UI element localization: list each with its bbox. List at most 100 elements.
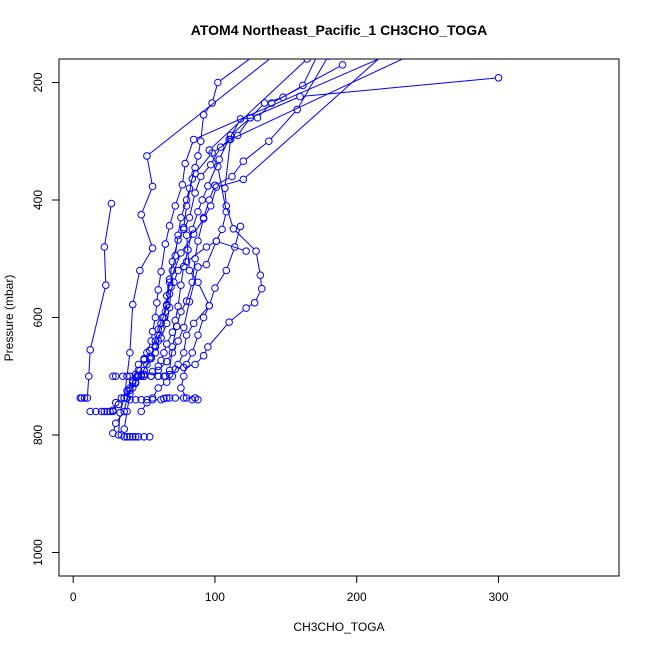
- data-point: [171, 202, 180, 210]
- x-tick-label: 200: [347, 590, 367, 604]
- data-point: [299, 81, 307, 90]
- series-segment: [166, 310, 170, 321]
- data-point: [252, 247, 260, 255]
- x-tick-label: 100: [205, 590, 225, 604]
- data-point: [205, 301, 214, 310]
- series-segment: [170, 273, 173, 284]
- data-point: [216, 143, 225, 151]
- data-point: [194, 237, 202, 245]
- series-segment: [210, 188, 215, 198]
- data-point: [126, 432, 134, 441]
- data-point: [191, 394, 199, 402]
- series-segment: [168, 355, 172, 360]
- series-segment: [178, 288, 181, 304]
- series-segment: [117, 413, 123, 421]
- data-point: [222, 207, 231, 216]
- data-point: [126, 348, 134, 357]
- data-point: [181, 159, 189, 168]
- data-point: [123, 372, 131, 381]
- series-segment: [167, 334, 172, 342]
- series-segment: [198, 220, 204, 239]
- series-segment: [164, 308, 167, 315]
- data-point: [185, 266, 194, 275]
- data-point: [188, 278, 197, 287]
- series-segment: [87, 379, 90, 395]
- data-point: [168, 343, 177, 351]
- series-segment: [192, 338, 198, 350]
- data-point: [279, 93, 287, 101]
- data-point: [131, 378, 140, 386]
- data-point: [189, 319, 198, 328]
- series-segment: [209, 324, 228, 345]
- series-segment: [211, 149, 220, 163]
- series-segment: [226, 208, 233, 226]
- data-point: [208, 149, 216, 157]
- data-point: [212, 183, 221, 191]
- series-segment: [90, 288, 106, 347]
- data-point: [194, 263, 202, 271]
- data-point: [107, 199, 116, 208]
- data-point: [117, 394, 126, 402]
- data-point: [170, 278, 178, 287]
- series-segment: [175, 309, 178, 318]
- series-segment: [217, 177, 230, 185]
- data-point: [157, 325, 165, 334]
- data-point: [131, 395, 140, 404]
- series-segment: [200, 118, 204, 139]
- series-segment: [210, 152, 217, 164]
- data-point: [154, 362, 163, 371]
- series-segment: [160, 383, 165, 387]
- data-point: [100, 407, 109, 416]
- data-point: [162, 378, 171, 386]
- series-segment: [196, 155, 211, 172]
- data-point: [204, 343, 212, 351]
- series-segment: [202, 166, 209, 175]
- data-point: [128, 378, 137, 386]
- data-point: [194, 278, 202, 287]
- series-segment: [211, 60, 306, 149]
- data-point: [131, 432, 140, 441]
- data-point: [185, 213, 194, 222]
- data-point: [111, 372, 120, 381]
- data-point: [191, 254, 199, 263]
- data-point: [168, 257, 177, 266]
- series-segment: [155, 344, 158, 350]
- data-point: [424, 44, 431, 51]
- series-segment: [195, 159, 198, 165]
- data-point: [76, 394, 85, 402]
- y-tick-label: 1000: [31, 539, 45, 566]
- series-segment: [189, 196, 195, 215]
- series-segment: [267, 97, 281, 103]
- series-segment: [285, 86, 301, 96]
- data-point: [211, 181, 219, 190]
- series-segment: [158, 320, 162, 327]
- series-segment: [298, 59, 328, 107]
- series-segment: [274, 65, 340, 102]
- data-point: [165, 222, 174, 230]
- data-point: [213, 78, 222, 87]
- data-point: [265, 137, 273, 146]
- data-point: [182, 257, 191, 266]
- data-point: [318, 44, 325, 51]
- series-segment: [175, 238, 179, 253]
- data-point: [123, 394, 131, 402]
- series-8: [100, 59, 380, 416]
- data-point: [147, 372, 155, 381]
- data-point: [194, 331, 202, 339]
- y-tick-label: 400: [31, 190, 45, 210]
- data-point: [174, 360, 182, 369]
- y-tick-label: 800: [31, 425, 45, 445]
- data-point: [208, 99, 216, 107]
- data-point: [106, 407, 114, 416]
- series-segment: [172, 258, 176, 268]
- data-point: [179, 223, 188, 232]
- series-segment: [233, 163, 242, 175]
- series-segment: [186, 191, 190, 197]
- series-segment: [183, 338, 187, 350]
- data-point: [228, 172, 236, 181]
- series-segment: [126, 355, 130, 374]
- series-segment: [259, 105, 270, 116]
- series-segment: [252, 105, 263, 116]
- data-point: [257, 284, 266, 293]
- data-point: [212, 237, 221, 245]
